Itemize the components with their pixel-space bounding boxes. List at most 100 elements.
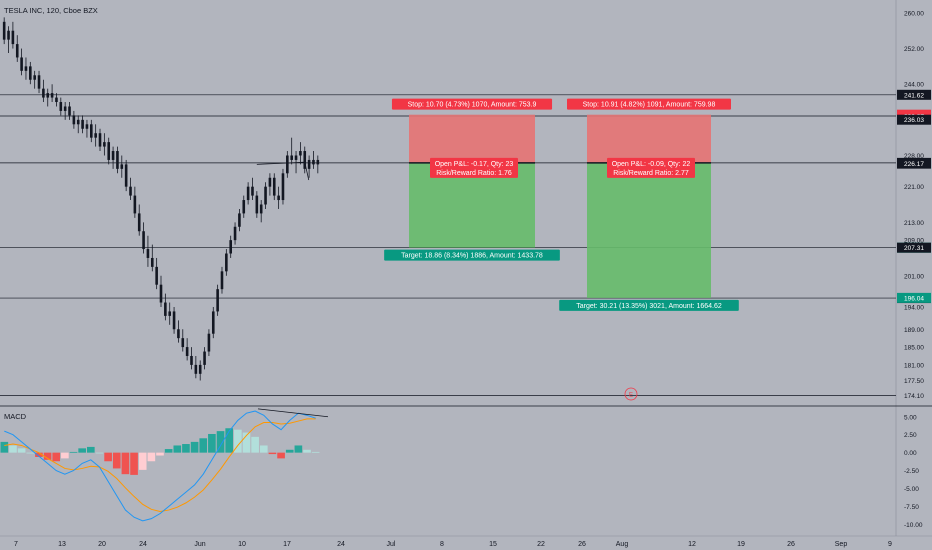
open-pnl-label: Open P&L: -0.09, Qty: 22: [612, 161, 691, 168]
candle-body: [107, 142, 111, 160]
time-tick-label: 26: [787, 541, 795, 548]
earnings-event-label: E: [629, 393, 633, 399]
candle-body: [211, 311, 215, 334]
stop-zone: [409, 114, 535, 163]
candle-body: [251, 186, 254, 196]
candle-body: [268, 177, 272, 187]
candle-body: [90, 124, 93, 138]
candle-body: [142, 231, 145, 250]
macd-histogram-bar: [294, 445, 303, 453]
candle-body: [137, 213, 141, 232]
stop-label: Stop: 10.70 (4.73%) 1070, Amount: 753.9: [408, 102, 537, 109]
candle-body: [294, 155, 298, 160]
macd-histogram-bar: [268, 452, 277, 455]
macd-histogram-bar: [303, 449, 311, 453]
macd-tick-label: 0.00: [904, 450, 917, 457]
macd-histogram-bar: [138, 452, 147, 470]
price-badge: [897, 89, 931, 100]
time-tick-label: 10: [238, 541, 246, 548]
risk-reward-label: Risk/Reward Ratio: 1.76: [436, 170, 512, 177]
macd-histogram-bar: [182, 444, 190, 453]
target-zone: [587, 162, 711, 298]
candle-body: [272, 177, 276, 196]
time-tick-label: 24: [337, 541, 345, 548]
candle-body: [286, 155, 289, 174]
candle-body: [98, 133, 102, 147]
candle-body: [133, 195, 137, 214]
candle-body: [216, 289, 219, 312]
time-tick-label: Jul: [387, 541, 396, 548]
macd-histogram-bar: [26, 452, 35, 454]
macd-histogram-bar: [242, 432, 251, 453]
price-badge-label: 207.31: [904, 245, 924, 252]
price-badge-label: 241.62: [904, 92, 924, 99]
macd-histogram-bar: [251, 436, 259, 453]
macd-histogram-bar: [199, 438, 208, 453]
candle-body: [168, 311, 172, 316]
candle-body: [42, 88, 45, 98]
macd-histogram-bar: [259, 445, 268, 453]
macd-histogram-bar: [277, 452, 285, 459]
macd-histogram-bar: [61, 452, 69, 459]
candle-body: [316, 159, 320, 165]
risk-reward-label: Risk/Reward Ratio: 2.77: [613, 170, 689, 177]
time-tick-label: Aug: [616, 541, 629, 548]
candle-body: [11, 30, 15, 45]
stop-label-box: [391, 98, 553, 110]
candle-body: [225, 253, 228, 272]
macd-histogram-bar: [0, 441, 9, 453]
open-pnl-box: [430, 157, 518, 178]
price-tick-label: 194.00: [904, 304, 924, 311]
macd-histogram-bar: [173, 445, 182, 453]
candle-body: [50, 93, 54, 98]
candle-body: [259, 204, 263, 214]
macd-tick-label: 5.00: [904, 414, 917, 421]
time-tick-label: 7: [14, 541, 18, 548]
candle-body: [177, 329, 180, 339]
macd-tick-label: -5.00: [904, 486, 919, 493]
candle-body: [55, 97, 58, 103]
price-tick-label: 201.00: [904, 273, 924, 280]
candle-body: [264, 186, 267, 205]
candle-body: [194, 364, 198, 374]
time-tick-label: 8: [440, 541, 444, 548]
time-tick-label: 17: [283, 541, 291, 548]
macd-tick-label: -7.50: [904, 504, 919, 511]
candle-body: [46, 93, 50, 98]
candle-body: [207, 333, 211, 352]
candle-body: [155, 266, 158, 285]
candle-body: [72, 115, 76, 125]
candle-body: [2, 21, 6, 40]
candle-body: [94, 133, 97, 138]
macd-histogram-bar: [147, 452, 156, 462]
candle-body: [233, 226, 237, 241]
price-badge-label: 236.03: [904, 117, 924, 124]
candle-body: [24, 66, 28, 71]
macd-label: MACD: [4, 412, 27, 421]
candle-body: [246, 186, 250, 201]
earnings-event-marker: [624, 387, 638, 401]
candle-body: [124, 164, 128, 187]
stop-label-box: [567, 98, 731, 110]
time-tick-label: 12: [688, 541, 696, 548]
candle-body: [76, 119, 80, 125]
candle-body: [312, 159, 315, 165]
candle-body: [63, 106, 67, 111]
macd-histogram-bar: [86, 446, 95, 453]
candle-body: [281, 173, 285, 201]
macd-histogram-bar: [234, 429, 242, 453]
macd-histogram-bar: [9, 445, 17, 453]
candle-body: [59, 102, 63, 111]
macd-divergence-line: [257, 408, 329, 418]
price-tick-label: 221.00: [904, 184, 924, 191]
price-tick-label: 189.00: [904, 327, 924, 334]
macd-histogram-bar: [285, 449, 294, 453]
target-label: Target: 18.86 (8.34%) 1886, Amount: 1433…: [401, 253, 543, 260]
macd-histogram-bar: [164, 449, 173, 453]
target-label-box: [384, 249, 560, 261]
candle-body: [220, 271, 224, 290]
candle-body: [255, 195, 259, 214]
candle-body: [85, 124, 89, 129]
candle-body: [242, 200, 246, 214]
